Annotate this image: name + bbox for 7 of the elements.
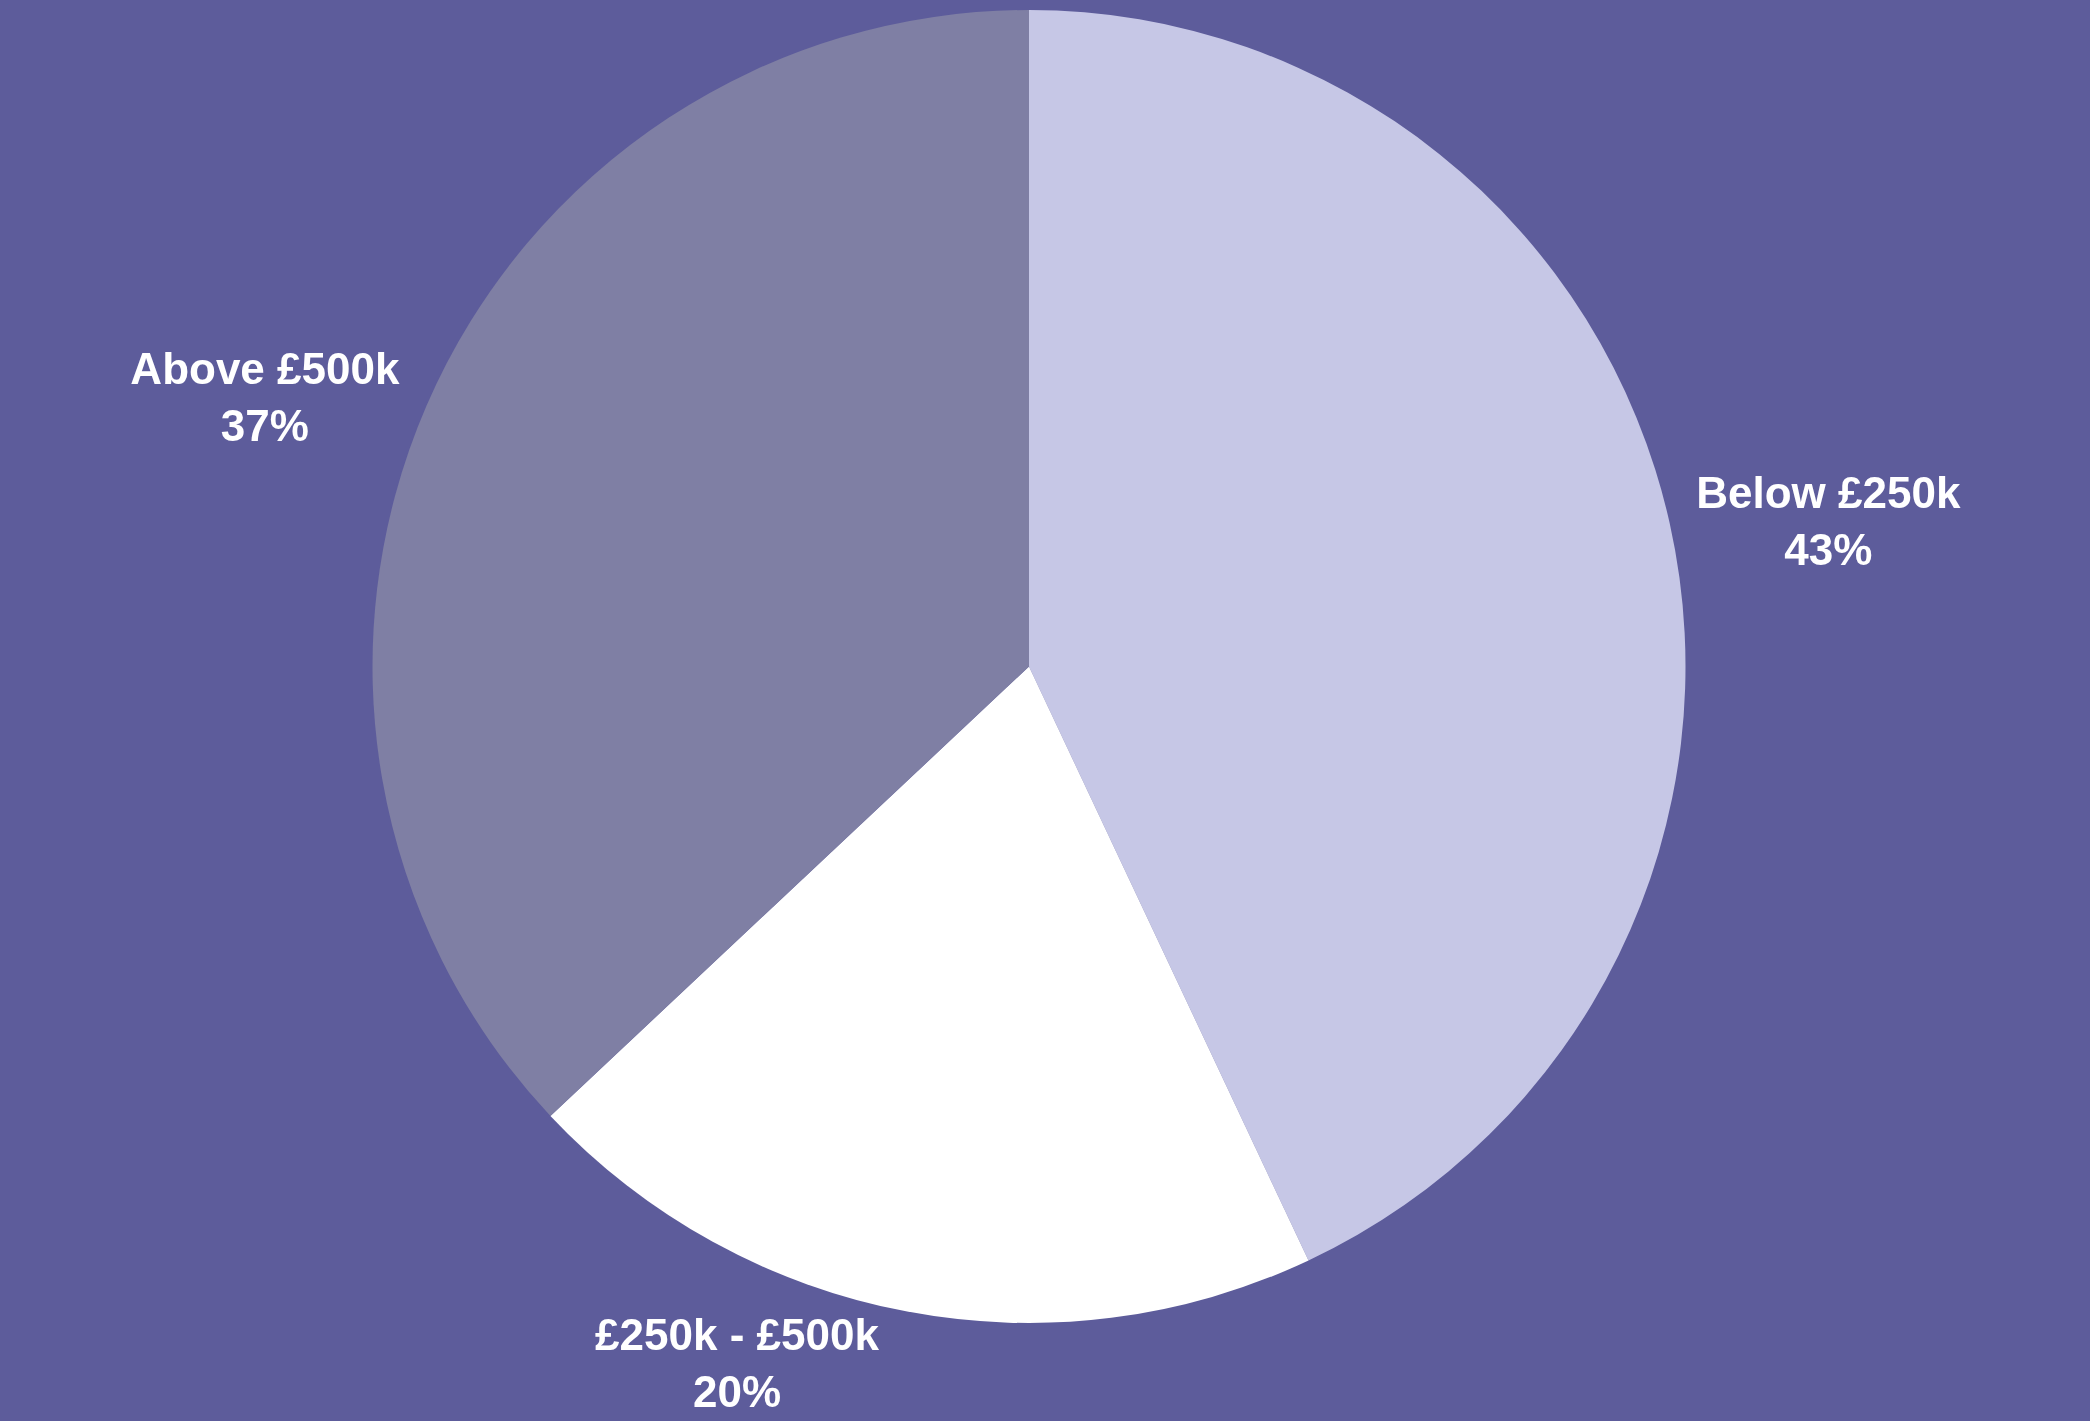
data-label: 20% xyxy=(692,1366,782,1416)
slice-label: £250k - £500k xyxy=(595,1309,880,1359)
data-label: 37% xyxy=(220,401,309,451)
slice-label: Below £250k xyxy=(1696,467,1961,517)
slice-label: Above £500k xyxy=(130,344,400,394)
pie-slice xyxy=(1029,10,1686,1261)
data-label: 43% xyxy=(1784,524,1873,574)
